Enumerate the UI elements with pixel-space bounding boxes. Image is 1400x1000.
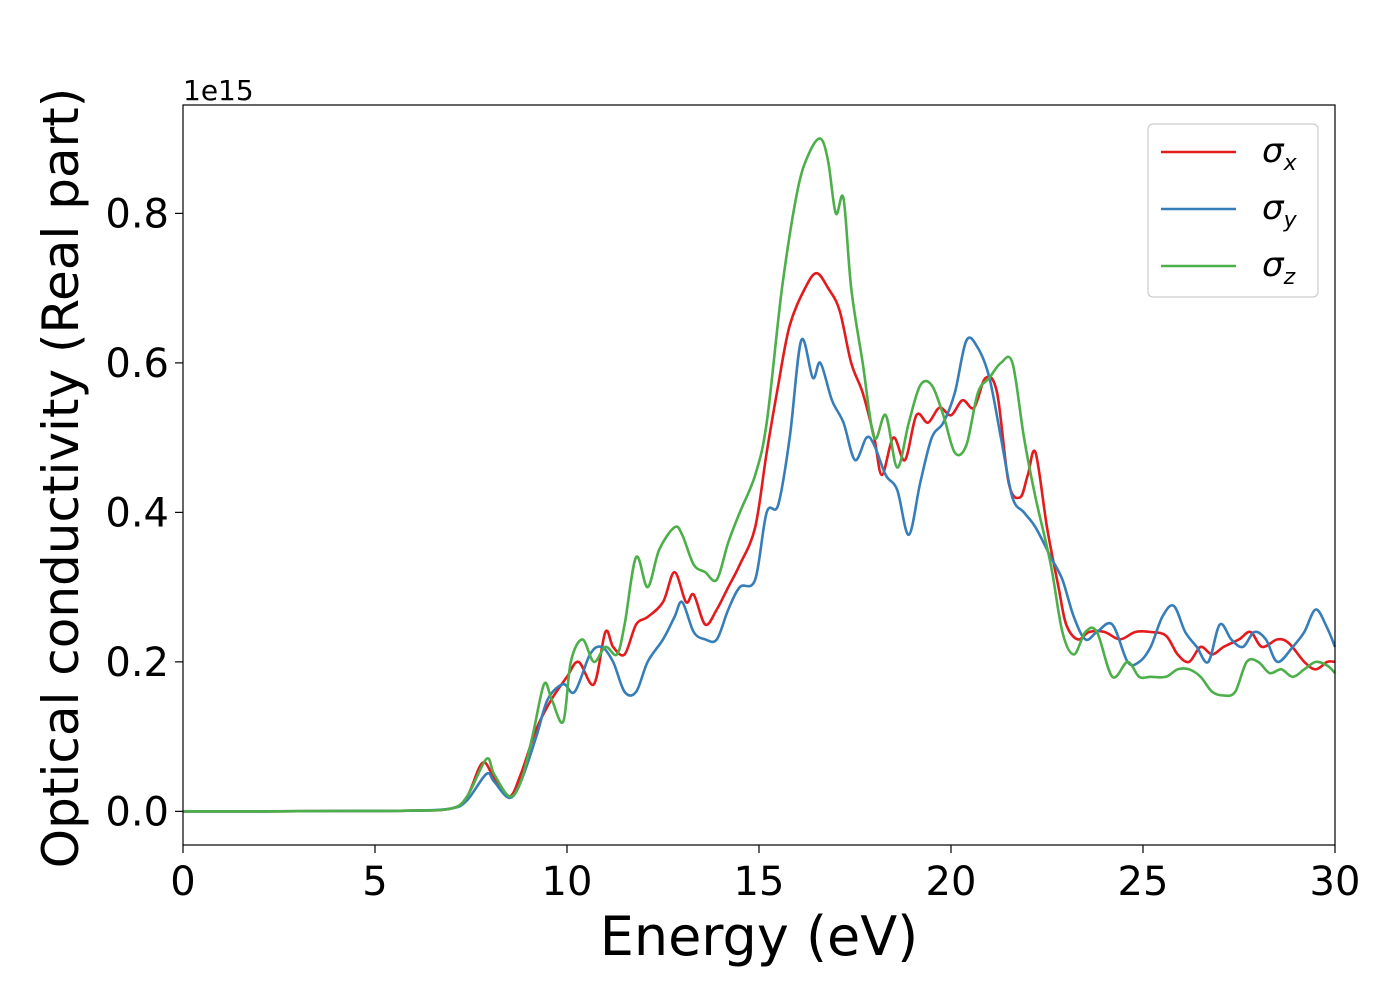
series-line-y [183, 336, 1337, 813]
legend-subscript-y: y [1283, 208, 1298, 233]
x-tick-label: 20 [926, 859, 977, 905]
x-tick-label: 5 [362, 859, 387, 905]
x-tick-label: 15 [734, 859, 785, 905]
x-tick-label: 0 [170, 859, 195, 905]
y-axis-ticks: 0.0 0.2 0.4 0.6 0.8 [105, 191, 183, 835]
y-tick-label: 0.6 [105, 341, 169, 387]
x-axis-ticks: 0 5 10 15 20 25 30 [170, 845, 1360, 905]
y-axis-label: Optical conductivity (Real part) [32, 88, 90, 869]
x-tick-label: 25 [1118, 859, 1169, 905]
x-tick-label: 30 [1310, 859, 1361, 905]
x-tick-label: 10 [542, 859, 593, 905]
y-tick-label: 0.0 [105, 789, 169, 835]
series-layer [183, 137, 1337, 813]
y-tick-label: 0.8 [105, 191, 169, 237]
legend-subscript-x: x [1283, 151, 1298, 176]
plot-background [183, 105, 1335, 845]
series-line-z [183, 137, 1336, 813]
y-tick-label: 0.2 [105, 640, 169, 686]
legend-subscript-z: z [1283, 265, 1296, 290]
legend-frame [1147, 123, 1319, 298]
y-offset-label: 1e15 [183, 74, 254, 107]
x-axis-label: Energy (eV) [600, 905, 919, 968]
y-tick-label: 0.4 [105, 490, 169, 536]
